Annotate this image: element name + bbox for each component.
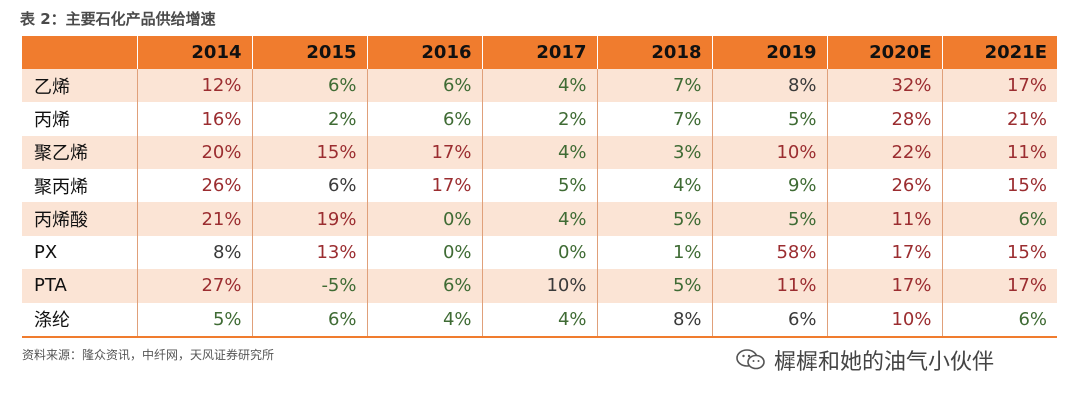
table-cell: 4% xyxy=(597,169,713,203)
table-cell: 6% xyxy=(942,302,1057,339)
table-cell: 4% xyxy=(482,69,598,103)
table-cell: 28% xyxy=(827,102,943,136)
table-cell: 6% xyxy=(252,302,368,339)
source-note: 资料来源：隆众资讯，中纤网，天风证券研究所 xyxy=(22,348,275,362)
table-cell: 27% xyxy=(137,269,253,303)
table-cell: 5% xyxy=(137,302,253,339)
table-cell: 11% xyxy=(827,202,943,236)
table-cell: 17% xyxy=(942,69,1057,103)
table-body: 乙烯 12% 6% 6% 4% 7% 8% 32% 17% 丙烯 16% 2% 6% 2% 7% 5% 28% 2… xyxy=(22,69,1057,339)
wechat-icon xyxy=(736,349,765,370)
row-label: 聚丙烯 xyxy=(22,169,138,203)
table-cell: 1% xyxy=(597,235,713,270)
table-cell: 6% xyxy=(712,302,828,339)
table-cell: 7% xyxy=(597,69,713,103)
table-cell: 17% xyxy=(367,135,483,170)
table-cell: 0% xyxy=(367,202,483,236)
table-cell: 2% xyxy=(482,102,598,136)
header-year: 2014 xyxy=(137,36,253,69)
table-cell: 6% xyxy=(367,69,483,103)
header-year: 2019 xyxy=(712,36,828,69)
table-row: 涤纶 5% 6% 4% 4% 8% 6% 10% 6% xyxy=(22,302,1057,339)
watermark: 樨樨和她的油气小伙伴 xyxy=(736,344,994,376)
row-label: 丙烯酸 xyxy=(22,202,138,236)
table-cell: 13% xyxy=(252,235,368,270)
table-cell: 5% xyxy=(482,169,598,203)
row-label: 聚乙烯 xyxy=(22,135,138,170)
table-cell: 0% xyxy=(367,235,483,270)
header-year: 2016 xyxy=(367,36,483,69)
table-cell: 8% xyxy=(137,235,253,270)
table-row: 聚丙烯 26% 6% 17% 5% 4% 9% 26% 15% xyxy=(22,169,1057,203)
row-label: 涤纶 xyxy=(22,302,138,339)
row-label: PX xyxy=(22,235,138,270)
table-row: 聚乙烯 20% 15% 17% 4% 3% 10% 22% 11% xyxy=(22,135,1057,170)
table-row: PX 8% 13% 0% 0% 1% 58% 17% 15% xyxy=(22,235,1057,270)
table-row: 丙烯 16% 2% 6% 2% 7% 5% 28% 21% xyxy=(22,102,1057,136)
table-cell: 26% xyxy=(137,169,253,203)
table-cell: 6% xyxy=(367,102,483,136)
table-cell: 4% xyxy=(482,135,598,170)
table-cell: 17% xyxy=(367,169,483,203)
header-year: 2018 xyxy=(597,36,713,69)
header-year: 2017 xyxy=(482,36,598,69)
table-cell: 6% xyxy=(942,202,1057,236)
table-cell: 6% xyxy=(252,169,368,203)
table-cell: 15% xyxy=(1006,175,1047,197)
table-cell: 58% xyxy=(712,235,828,270)
table-cell: 17% xyxy=(942,269,1057,303)
table-cell: 4% xyxy=(482,302,598,339)
table-cell: 3% xyxy=(597,135,713,170)
table-cell: 2% xyxy=(252,102,368,136)
table-cell: 0% xyxy=(482,235,598,270)
table-row: PTA 27% -5% 6% 10% 5% 11% 17% 17% xyxy=(22,269,1057,303)
table-cell: 5% xyxy=(597,202,713,236)
table-title: 表 2：主要石化产品供给增速 xyxy=(20,10,216,28)
row-label: PTA xyxy=(22,269,138,303)
header-year: 2015 xyxy=(252,36,368,69)
table-cell: 8% xyxy=(597,302,713,339)
table-cell: 16% xyxy=(137,102,253,136)
header-corner xyxy=(22,36,138,69)
table-cell: 12% xyxy=(137,69,253,103)
table-cell: 6% xyxy=(252,69,368,103)
table-cell: 21% xyxy=(137,202,253,236)
table-cell: 6% xyxy=(367,269,483,303)
table-cell: 10% xyxy=(482,269,598,303)
header-row: 2014 2015 2016 2017 2018 2019 2020E 2021E xyxy=(22,36,1057,69)
table-cell: 32% xyxy=(827,69,943,103)
table-cell: 8% xyxy=(712,69,828,103)
table-cell: 26% xyxy=(827,169,943,203)
table-cell: 9% xyxy=(712,169,828,203)
table-cell: 19% xyxy=(252,202,368,236)
table-cell: 21% xyxy=(1006,108,1047,130)
table-cell: 4% xyxy=(367,302,483,339)
table-cell: 4% xyxy=(482,202,598,236)
table-cell: 5% xyxy=(712,102,828,136)
table-cell: 11% xyxy=(712,269,828,303)
row-label: 乙烯 xyxy=(22,69,138,103)
table-cell: 15% xyxy=(1006,241,1047,263)
table-cell: 17% xyxy=(827,235,943,270)
table-cell: 15% xyxy=(252,135,368,170)
table-cell: 10% xyxy=(712,135,828,170)
table-cell: 11% xyxy=(942,135,1057,170)
table-cell: -5% xyxy=(252,269,368,303)
table-cell: 17% xyxy=(827,269,943,303)
table-row: 丙烯酸 21% 19% 0% 4% 5% 5% 11% 6% xyxy=(22,202,1057,236)
watermark-text: 樨樨和她的油气小伙伴 xyxy=(774,350,995,375)
header-year: 2021E xyxy=(942,36,1057,69)
table-row: 乙烯 12% 6% 6% 4% 7% 8% 32% 17% xyxy=(22,69,1057,103)
table-cell: 22% xyxy=(827,135,943,170)
table-cell: 5% xyxy=(597,269,713,303)
table-cell: 20% xyxy=(137,135,253,170)
table-cell: 7% xyxy=(597,102,713,136)
data-table: 2014 2015 2016 2017 2018 2019 2020E 2021E 乙烯 12%… xyxy=(22,36,1057,339)
row-label: 丙烯 xyxy=(22,102,138,136)
table-cell: 10% xyxy=(827,302,943,339)
header-year: 2020E xyxy=(827,36,943,69)
table-cell: 5% xyxy=(712,202,828,236)
